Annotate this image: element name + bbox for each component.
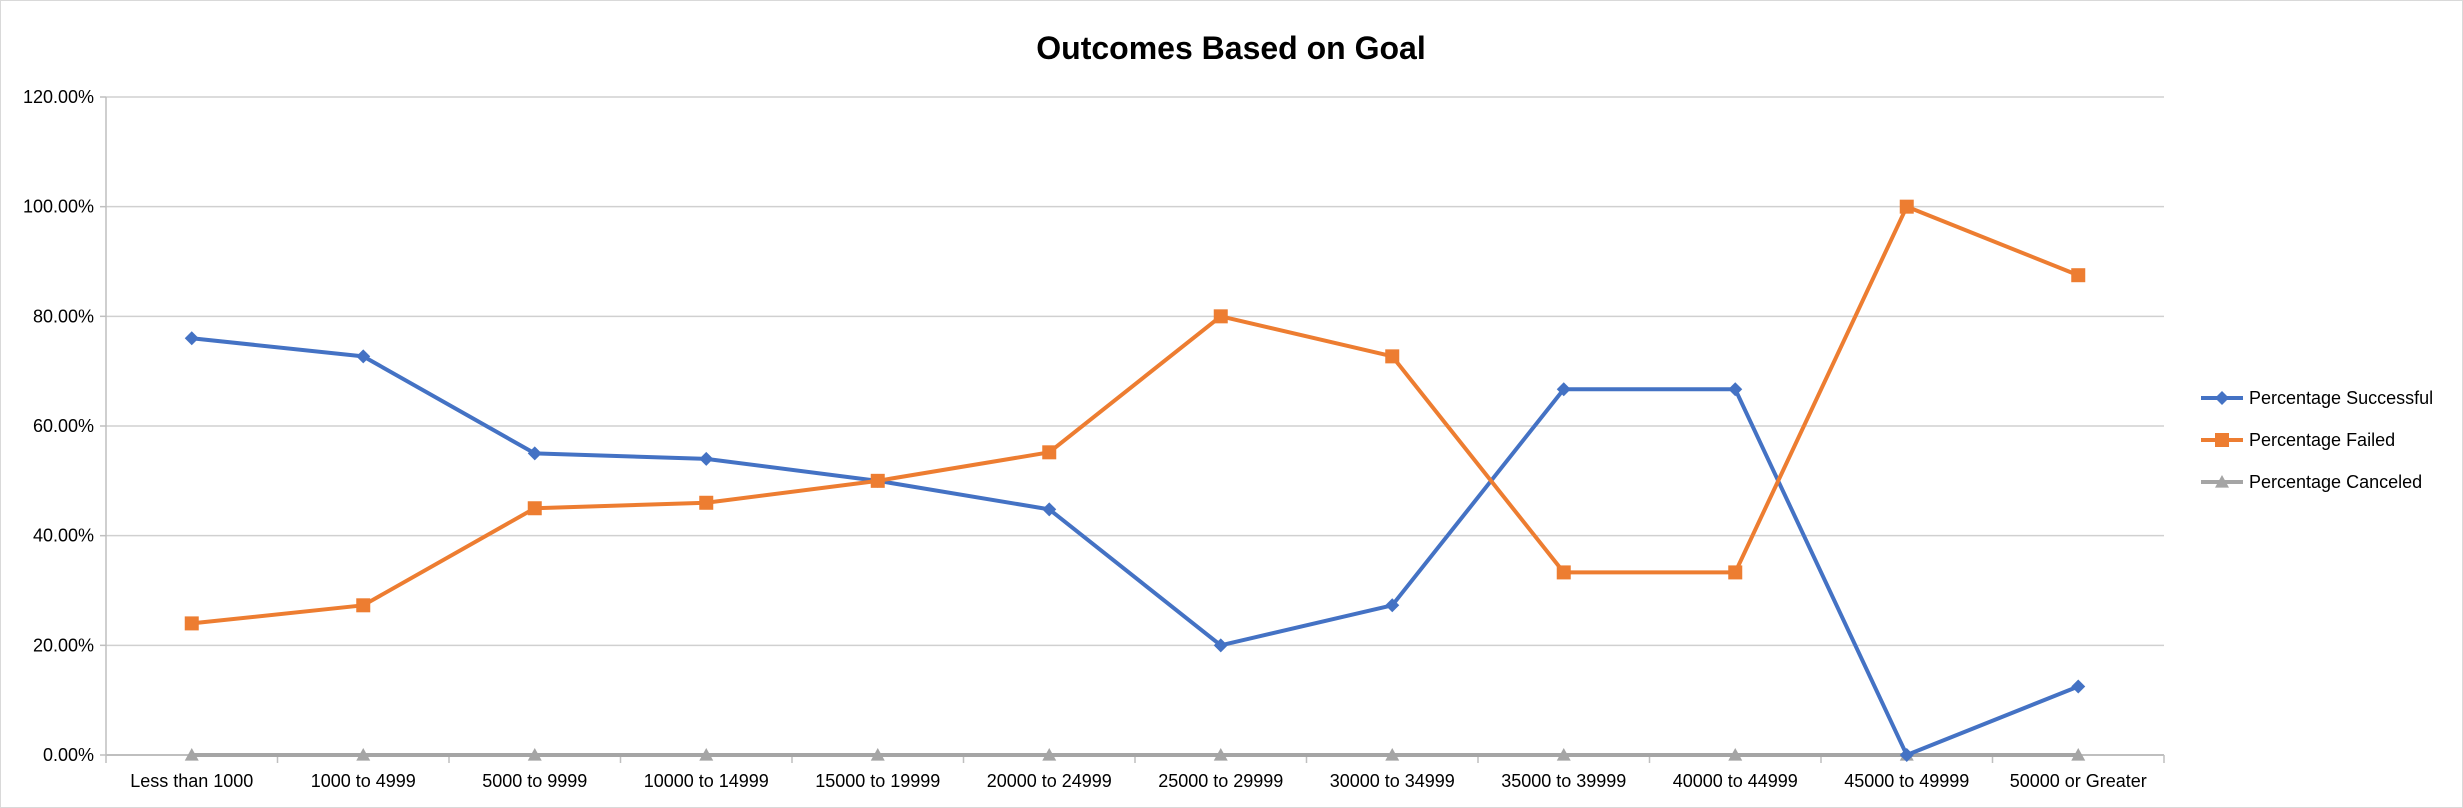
chart-title: Outcomes Based on Goal [1036, 30, 1425, 66]
y-tick-label: 0.00% [43, 745, 94, 765]
data-point [1728, 382, 1743, 397]
y-tick-label: 100.00% [23, 197, 94, 217]
data-point [1213, 309, 1228, 324]
x-tick-label: 35000 to 39999 [1501, 771, 1626, 791]
data-point [1899, 748, 1914, 762]
data-point [184, 748, 199, 761]
legend-marker [2215, 475, 2229, 488]
x-tick-label: 25000 to 29999 [1158, 771, 1283, 791]
data-point [699, 451, 714, 466]
data-point [1556, 382, 1571, 397]
series-percentage-successful [184, 331, 2086, 762]
legend-item: Percentage Failed [2201, 430, 2395, 450]
x-tick-label: 30000 to 34999 [1330, 771, 1455, 791]
data-point [527, 748, 542, 761]
y-tick-label: 40.00% [33, 526, 94, 546]
legend-item: Percentage Canceled [2201, 472, 2422, 492]
data-point [870, 473, 885, 488]
series-percentage-failed [184, 199, 2086, 631]
series-line [189, 336, 2081, 757]
data-point [1385, 598, 1400, 613]
x-tick-label: 10000 to 14999 [644, 771, 769, 791]
data-point [870, 748, 885, 761]
x-tick-label: 50000 or Greater [2010, 771, 2147, 791]
data-point [2071, 268, 2086, 283]
data-point [1213, 638, 1228, 653]
legend-label: Percentage Failed [2249, 430, 2395, 450]
x-tick-label: Less than 1000 [130, 771, 253, 791]
y-tick-label: 20.00% [33, 635, 94, 655]
legend: Percentage Successful Percentage Failed Pe… [2201, 388, 2433, 492]
data-point [1385, 349, 1400, 364]
legend-marker [2215, 391, 2229, 405]
data-point [1213, 748, 1228, 761]
legend-label: Percentage Canceled [2249, 472, 2422, 492]
gridlines [106, 96, 2164, 756]
x-tick-label: 15000 to 19999 [815, 771, 940, 791]
data-point [356, 598, 371, 613]
data-point [356, 349, 371, 364]
data-point [184, 616, 199, 631]
y-tick-label: 60.00% [33, 416, 94, 436]
x-tick-label: 20000 to 24999 [987, 771, 1112, 791]
x-tick-label: 1000 to 4999 [311, 771, 416, 791]
data-point [1728, 748, 1743, 761]
data-point [699, 748, 714, 761]
data-point [356, 748, 371, 761]
data-point [1042, 502, 1057, 517]
data-point [527, 446, 542, 461]
y-tick-label: 80.00% [33, 306, 94, 326]
series-layer [184, 199, 2086, 762]
data-point [1385, 748, 1400, 761]
data-point [527, 501, 542, 516]
legend-item: Percentage Successful [2201, 388, 2433, 408]
x-tick-label: 45000 to 49999 [1844, 771, 1969, 791]
data-point [1556, 748, 1571, 761]
data-point [1556, 565, 1571, 580]
legend-marker [2215, 433, 2229, 447]
data-point [184, 331, 199, 346]
series-percentage-canceled [184, 748, 2086, 761]
data-point [2071, 748, 2086, 761]
data-point [1728, 565, 1743, 580]
data-point [1042, 748, 1057, 761]
data-point [1042, 445, 1057, 460]
data-point [1899, 199, 1914, 214]
series-line [189, 204, 2081, 626]
x-tick-label: 5000 to 9999 [482, 771, 587, 791]
legend-label: Percentage Successful [2249, 388, 2433, 408]
data-point [2071, 679, 2086, 694]
y-tick-label: 120.00% [23, 87, 94, 107]
axes: 0.00% 20.00% 40.00% 60.00% 80.00% 100.00% 120.… [23, 87, 2165, 791]
data-point [699, 495, 714, 510]
x-tick-label: 40000 to 44999 [1673, 771, 1798, 791]
